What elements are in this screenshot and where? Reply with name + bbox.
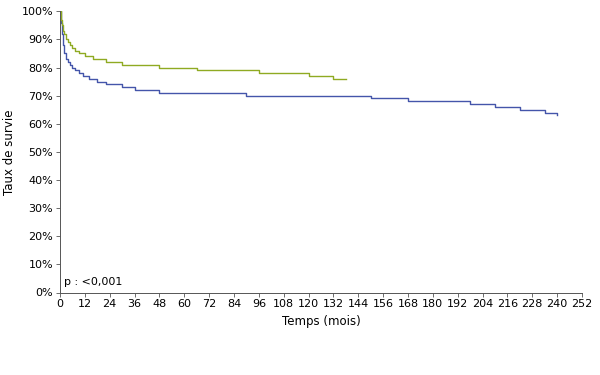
1996-2010 bbox=[193, 68, 200, 73]
1996-2010 bbox=[112, 60, 119, 64]
1985-1995 bbox=[56, 9, 64, 14]
1996-2010 bbox=[102, 60, 109, 64]
1996-2010 bbox=[94, 57, 101, 61]
1996-2010 bbox=[89, 57, 97, 61]
1996-2010 bbox=[206, 68, 213, 73]
1996-2010 bbox=[293, 71, 300, 75]
1996-2010 bbox=[268, 71, 275, 75]
X-axis label: Temps (mois): Temps (mois) bbox=[281, 315, 361, 328]
1996-2010 bbox=[119, 62, 126, 67]
1985-1995 bbox=[454, 99, 461, 104]
1996-2010 bbox=[148, 62, 155, 67]
1996-2010 bbox=[131, 62, 138, 67]
1985-1995 bbox=[255, 93, 262, 98]
1996-2010 bbox=[317, 74, 325, 78]
1996-2010 bbox=[59, 29, 67, 33]
1996-2010 bbox=[181, 65, 188, 70]
1996-2010 bbox=[106, 60, 113, 64]
1996-2010 bbox=[75, 51, 82, 56]
1996-2010 bbox=[85, 54, 92, 58]
1985-1995 bbox=[85, 76, 92, 81]
Line: 1985-1995: 1985-1995 bbox=[60, 11, 557, 116]
1996-2010 bbox=[330, 76, 337, 81]
Line: 1996-2010: 1996-2010 bbox=[60, 11, 346, 79]
1996-2010 bbox=[77, 51, 85, 56]
1996-2010 bbox=[71, 48, 78, 53]
1996-2010 bbox=[125, 62, 132, 67]
1985-1995 bbox=[554, 113, 561, 118]
1996-2010 bbox=[67, 43, 74, 47]
1996-2010 bbox=[230, 68, 238, 73]
1985-1995 bbox=[61, 51, 68, 56]
1996-2010 bbox=[156, 65, 163, 70]
1996-2010 bbox=[243, 68, 250, 73]
1996-2010 bbox=[79, 51, 86, 56]
1996-2010 bbox=[69, 46, 76, 50]
1996-2010 bbox=[56, 9, 64, 14]
1996-2010 bbox=[57, 12, 64, 16]
1996-2010 bbox=[81, 54, 88, 58]
1985-1995 bbox=[541, 110, 548, 115]
1996-2010 bbox=[65, 40, 72, 45]
1996-2010 bbox=[305, 74, 312, 78]
1985-1995 bbox=[75, 71, 82, 75]
1996-2010 bbox=[280, 71, 287, 75]
1996-2010 bbox=[218, 68, 225, 73]
1996-2010 bbox=[73, 48, 80, 53]
1996-2010 bbox=[139, 62, 146, 67]
Y-axis label: Taux de survie: Taux de survie bbox=[3, 109, 16, 195]
1996-2010 bbox=[342, 76, 349, 81]
1996-2010 bbox=[62, 37, 70, 42]
Text: p : <0,001: p : <0,001 bbox=[64, 277, 122, 287]
1996-2010 bbox=[168, 65, 175, 70]
1996-2010 bbox=[98, 57, 105, 61]
1996-2010 bbox=[58, 17, 65, 22]
1996-2010 bbox=[61, 32, 68, 36]
1996-2010 bbox=[255, 71, 262, 75]
1996-2010 bbox=[58, 23, 65, 28]
